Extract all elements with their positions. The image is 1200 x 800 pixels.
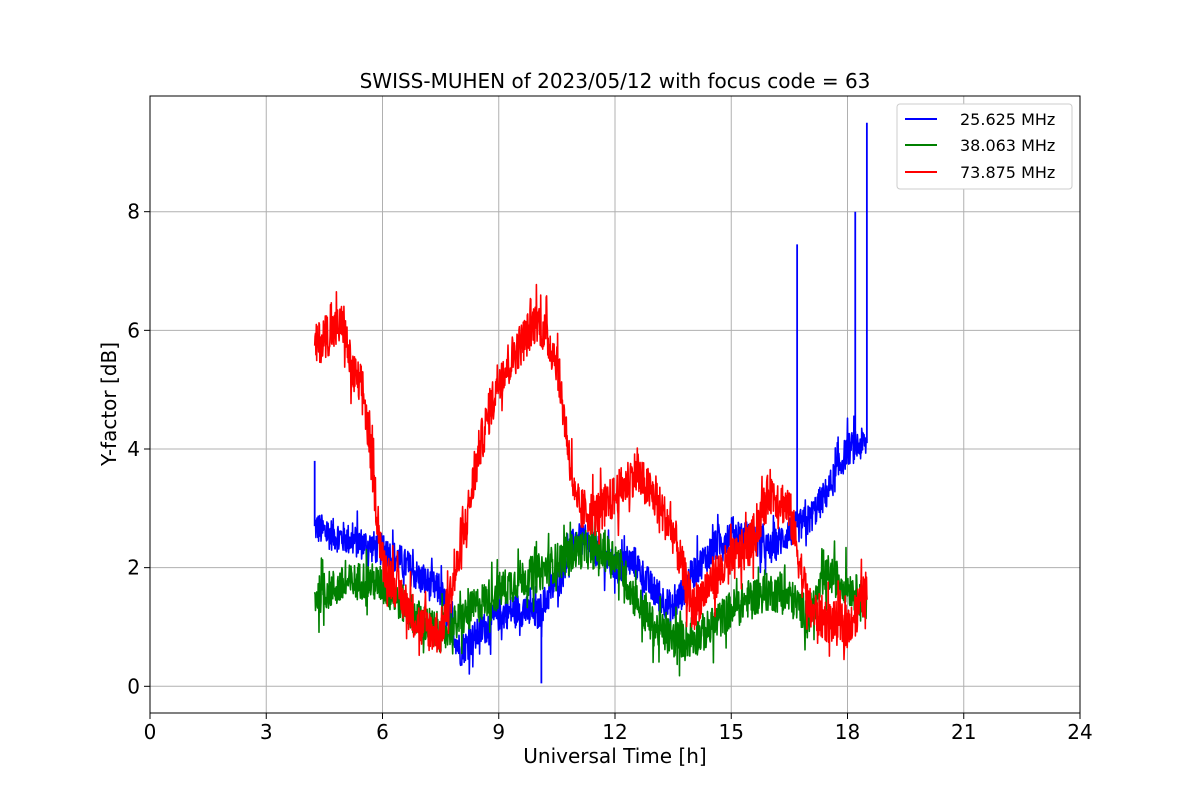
legend-label-73: 73.875 MHz	[960, 163, 1055, 182]
series-layer	[313, 122, 868, 684]
x-tick-label: 12	[602, 720, 627, 744]
legend: 25.625 MHz 38.063 MHz 73.875 MHz	[896, 103, 1073, 190]
x-tick-label: 0	[144, 720, 157, 744]
x-tick-label: 9	[492, 720, 505, 744]
legend-label-25: 25.625 MHz	[960, 110, 1055, 129]
series-line-2	[313, 514, 868, 677]
y-axis-label: Y-factor [dB]	[97, 342, 121, 467]
y-tick-label: 2	[127, 556, 140, 580]
y-tick-label: 4	[127, 437, 140, 461]
x-tick-label: 15	[719, 720, 744, 744]
x-tick-label: 3	[260, 720, 273, 744]
x-tick-label: 6	[376, 720, 389, 744]
x-tick-label: 18	[835, 720, 860, 744]
chart-title: SWISS-MUHEN of 2023/05/12 with focus cod…	[360, 69, 871, 93]
x-tick-label: 21	[951, 720, 976, 744]
legend-label-38: 38.063 MHz	[960, 136, 1055, 155]
grid	[149, 96, 1081, 713]
y-tick-label: 6	[127, 318, 140, 342]
x-tick-label: 24	[1067, 720, 1092, 744]
y-tick-label: 0	[127, 674, 140, 698]
legend-box	[896, 103, 1073, 190]
x-axis-label: Universal Time [h]	[523, 744, 706, 768]
y-tick-label: 8	[127, 200, 140, 224]
series-line-3	[313, 283, 868, 661]
